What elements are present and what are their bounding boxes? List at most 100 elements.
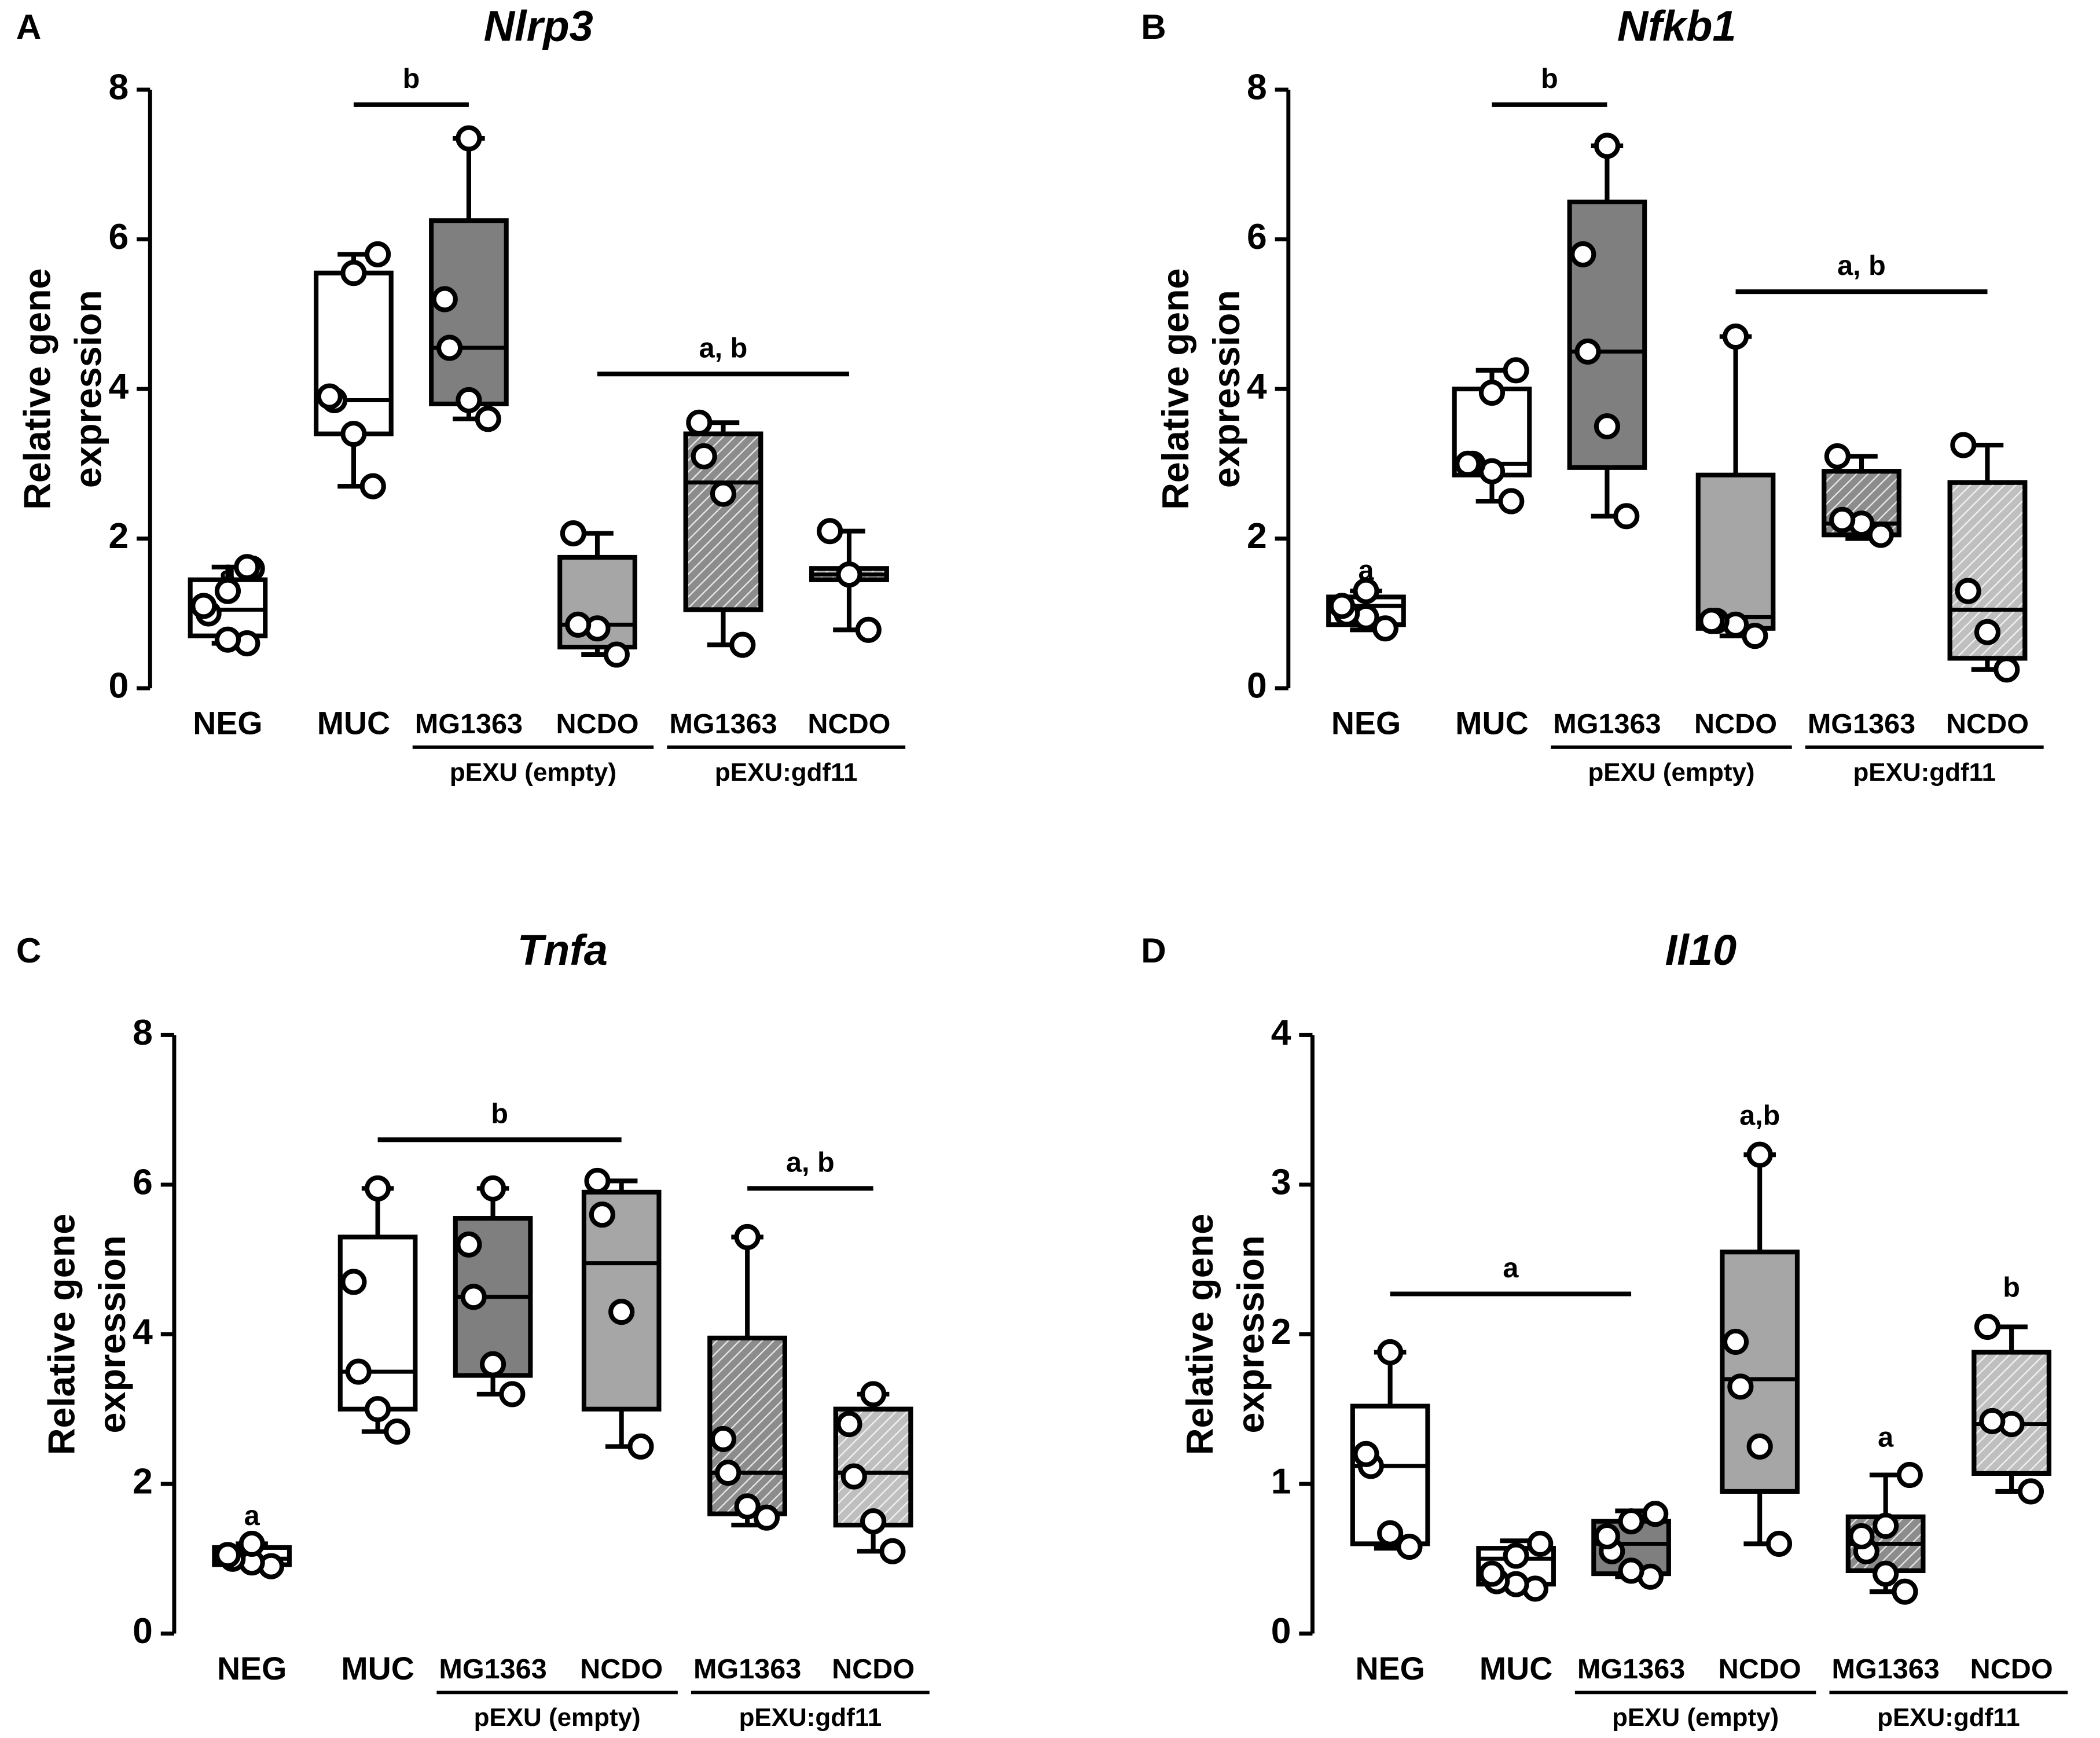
significance-label: a, b xyxy=(699,332,748,363)
x-tick-label: NEG xyxy=(217,1651,287,1686)
significance-label: a xyxy=(1503,1252,1519,1284)
data-point xyxy=(1722,324,1749,350)
data-point xyxy=(715,1460,741,1486)
data-point xyxy=(238,1530,265,1557)
panel: A Nlrp3 Relative gene expression 0 2 4 6 8 NEG MUC… xyxy=(16,2,906,787)
data-point xyxy=(345,1358,372,1385)
data-point xyxy=(1594,413,1620,440)
data-point xyxy=(1765,1530,1793,1557)
chart-title: Tnfa xyxy=(517,926,608,974)
data-point xyxy=(855,616,882,643)
y-tick-label: 0 xyxy=(109,666,129,706)
panel-letter: D xyxy=(1141,931,1166,970)
data-point xyxy=(1974,1313,2001,1340)
x-tick-label: MG1363 xyxy=(693,1654,801,1685)
data-point xyxy=(1503,357,1529,384)
data-point xyxy=(560,520,586,547)
data-point xyxy=(860,1381,887,1408)
data-point xyxy=(1722,1328,1749,1355)
panel-letter: C xyxy=(16,931,41,970)
x-tick-label: MG1363 xyxy=(669,708,777,740)
box xyxy=(1695,472,1776,631)
y-tick-label: 1 xyxy=(1271,1461,1291,1502)
data-point xyxy=(1896,1461,1923,1489)
data-point xyxy=(431,286,458,313)
data-point xyxy=(340,260,367,286)
group-label: pEXU:gdf11 xyxy=(1877,1703,2020,1732)
data-point xyxy=(1377,1520,1404,1546)
data-point xyxy=(1950,432,1977,458)
data-point xyxy=(1642,1501,1669,1527)
x-tick-label: MG1363 xyxy=(1577,1654,1685,1685)
data-point xyxy=(879,1538,906,1564)
data-point xyxy=(480,1351,506,1377)
data-point xyxy=(1527,1530,1554,1557)
y-tick-label: 0 xyxy=(1247,666,1267,706)
data-point xyxy=(1955,578,1981,604)
x-tick-label: MUC xyxy=(341,1651,414,1686)
data-point xyxy=(1396,1534,1423,1560)
data-point xyxy=(1353,578,1379,604)
data-point xyxy=(1594,1523,1620,1550)
box xyxy=(337,1234,418,1412)
data-point xyxy=(836,561,862,588)
y-tick-label: 8 xyxy=(133,1012,153,1053)
data-point xyxy=(710,480,737,507)
data-point xyxy=(608,1299,635,1325)
data-point xyxy=(753,1504,780,1531)
significance-label: a xyxy=(244,1500,260,1531)
y-tick-label: 2 xyxy=(1247,516,1267,556)
x-tick-label: MUC xyxy=(1455,706,1528,741)
data-point xyxy=(340,1269,367,1295)
x-tick-label: NEG xyxy=(1331,706,1401,741)
data-point xyxy=(589,1201,615,1228)
data-point xyxy=(836,1411,862,1438)
data-point xyxy=(214,1542,241,1568)
data-point xyxy=(1698,608,1725,634)
y-tick-label: 3 xyxy=(1271,1162,1291,1202)
x-tick-label: MUC xyxy=(317,706,390,741)
significance-label: a xyxy=(1878,1421,1894,1453)
data-point xyxy=(460,1284,487,1310)
panel: C Tnfa Relative gene expression 0 2 4 6 8 NEG MUC M… xyxy=(16,926,930,1732)
x-tick-label: MG1363 xyxy=(1808,708,1915,740)
y-tick-label: 4 xyxy=(1247,366,1267,407)
significance-label: a, b xyxy=(786,1147,835,1178)
data-point xyxy=(734,1493,761,1520)
y-tick-label: 4 xyxy=(133,1311,153,1352)
chart-title: Nlrp3 xyxy=(484,2,593,50)
significance-label: a xyxy=(220,555,236,586)
x-tick-label: NCDO xyxy=(1694,708,1777,740)
data-point xyxy=(1570,241,1596,267)
data-point xyxy=(1742,623,1768,649)
y-tick-label: 4 xyxy=(1271,1012,1291,1053)
box-hatch xyxy=(683,431,763,612)
x-tick-label: NCDO xyxy=(580,1654,663,1685)
data-point xyxy=(1503,1542,1529,1569)
data-point xyxy=(1618,1508,1644,1535)
data-point xyxy=(499,1381,526,1408)
y-tick-label: 2 xyxy=(133,1461,153,1502)
data-point xyxy=(729,631,756,658)
data-point xyxy=(359,473,386,499)
x-tick-label: MG1363 xyxy=(1831,1654,1939,1685)
data-point xyxy=(1993,656,2020,683)
y-tick-label: 6 xyxy=(1247,216,1267,257)
data-point xyxy=(475,406,501,432)
y-tick-label: 6 xyxy=(133,1162,153,1202)
data-point xyxy=(1353,1441,1379,1467)
data-point xyxy=(603,641,630,668)
data-point xyxy=(365,1396,391,1423)
data-point xyxy=(365,1175,391,1201)
data-point xyxy=(627,1433,654,1460)
significance-label: a,b xyxy=(1739,1100,1780,1131)
panel: B Nfkb1 Relative gene expression 0 2 4 6 8 NEG MUC… xyxy=(1141,2,2044,787)
data-point xyxy=(340,421,367,447)
y-tick-label: 6 xyxy=(109,216,129,257)
data-point xyxy=(1618,1557,1644,1584)
y-axis-label: Relative gene xyxy=(1179,1214,1221,1456)
panel: D Il10 Relative gene expression 0 1 2 3 4 NEG MUC M… xyxy=(1141,926,2068,1732)
data-point xyxy=(480,1175,506,1201)
y-tick-label: 2 xyxy=(109,516,129,556)
data-point xyxy=(1873,1560,1899,1587)
